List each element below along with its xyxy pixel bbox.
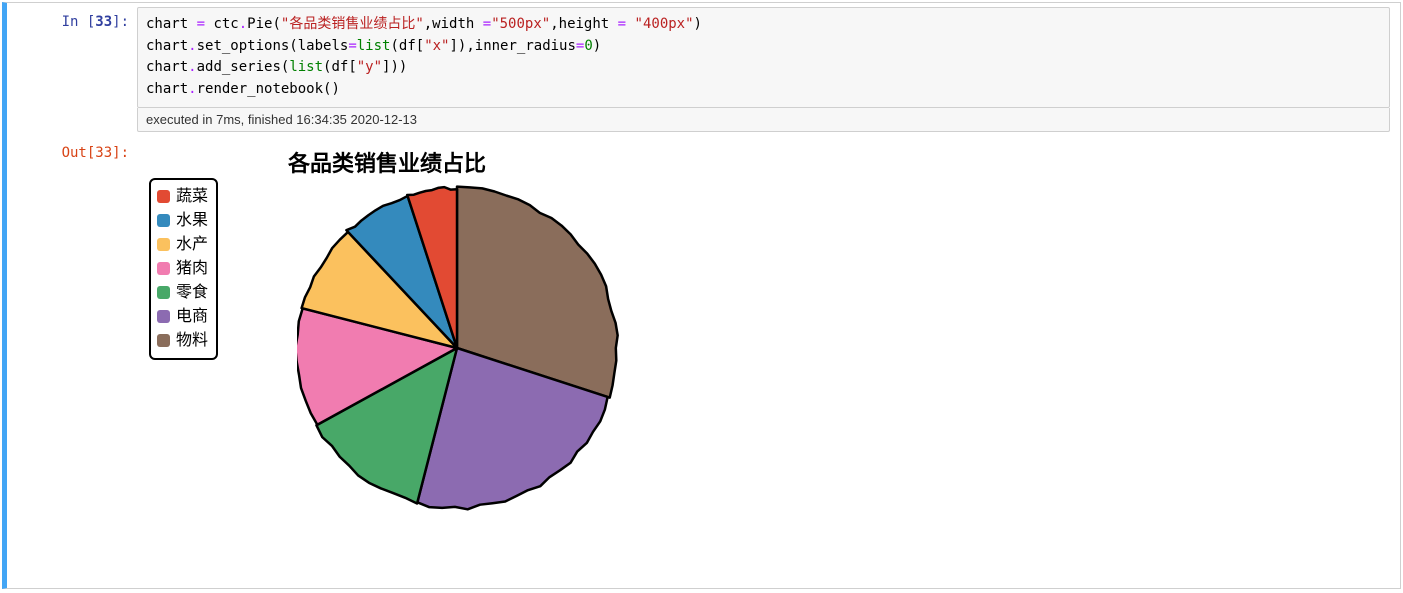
legend-label: 物料 [176, 329, 208, 353]
code-editor[interactable]: chart = ctc.Pie("各品类销售业绩占比",width ="500p… [137, 7, 1390, 108]
legend-label: 蔬菜 [176, 185, 208, 209]
legend-label: 电商 [176, 305, 208, 329]
legend-label: 水产 [176, 233, 208, 257]
legend-item[interactable]: 零食 [157, 281, 208, 305]
legend-swatch [157, 214, 170, 227]
legend-item[interactable]: 水果 [157, 209, 208, 233]
input-row: In [33]: chart = ctc.Pie("各品类销售业绩占比",wid… [7, 7, 1400, 132]
legend-swatch [157, 238, 170, 251]
in-prompt-number: 33 [95, 14, 112, 30]
legend-swatch [157, 190, 170, 203]
input-content: chart = ctc.Pie("各品类销售业绩占比",width ="500p… [137, 7, 1400, 132]
pie-svg [297, 178, 637, 528]
chart-title: 各品类销售业绩占比 [137, 146, 637, 178]
chart-legend: 蔬菜水果水产猪肉零食电商物料 [149, 178, 218, 360]
legend-swatch [157, 334, 170, 347]
legend-item[interactable]: 猪肉 [157, 257, 208, 281]
legend-swatch [157, 262, 170, 275]
notebook-cell: In [33]: chart = ctc.Pie("各品类销售业绩占比",wid… [2, 2, 1401, 589]
legend-item[interactable]: 水产 [157, 233, 208, 257]
output-row: Out[33]: 各品类销售业绩占比 蔬菜水果水产猪肉零食电商物料 [7, 138, 1400, 568]
in-prompt-prefix: In [ [62, 14, 96, 30]
pie-chart: 各品类销售业绩占比 蔬菜水果水产猪肉零食电商物料 [137, 138, 637, 568]
out-prompt: Out[33]: [7, 138, 137, 164]
execution-status: executed in 7ms, finished 16:34:35 2020-… [137, 108, 1390, 132]
legend-label: 水果 [176, 209, 208, 233]
legend-item[interactable]: 电商 [157, 305, 208, 329]
in-prompt-suffix: ]: [112, 14, 129, 30]
legend-item[interactable]: 物料 [157, 329, 208, 353]
legend-swatch [157, 286, 170, 299]
legend-swatch [157, 310, 170, 323]
output-content: 各品类销售业绩占比 蔬菜水果水产猪肉零食电商物料 [137, 138, 1400, 568]
legend-label: 零食 [176, 281, 208, 305]
legend-item[interactable]: 蔬菜 [157, 185, 208, 209]
in-prompt: In [33]: [7, 7, 137, 33]
legend-label: 猪肉 [176, 257, 208, 281]
